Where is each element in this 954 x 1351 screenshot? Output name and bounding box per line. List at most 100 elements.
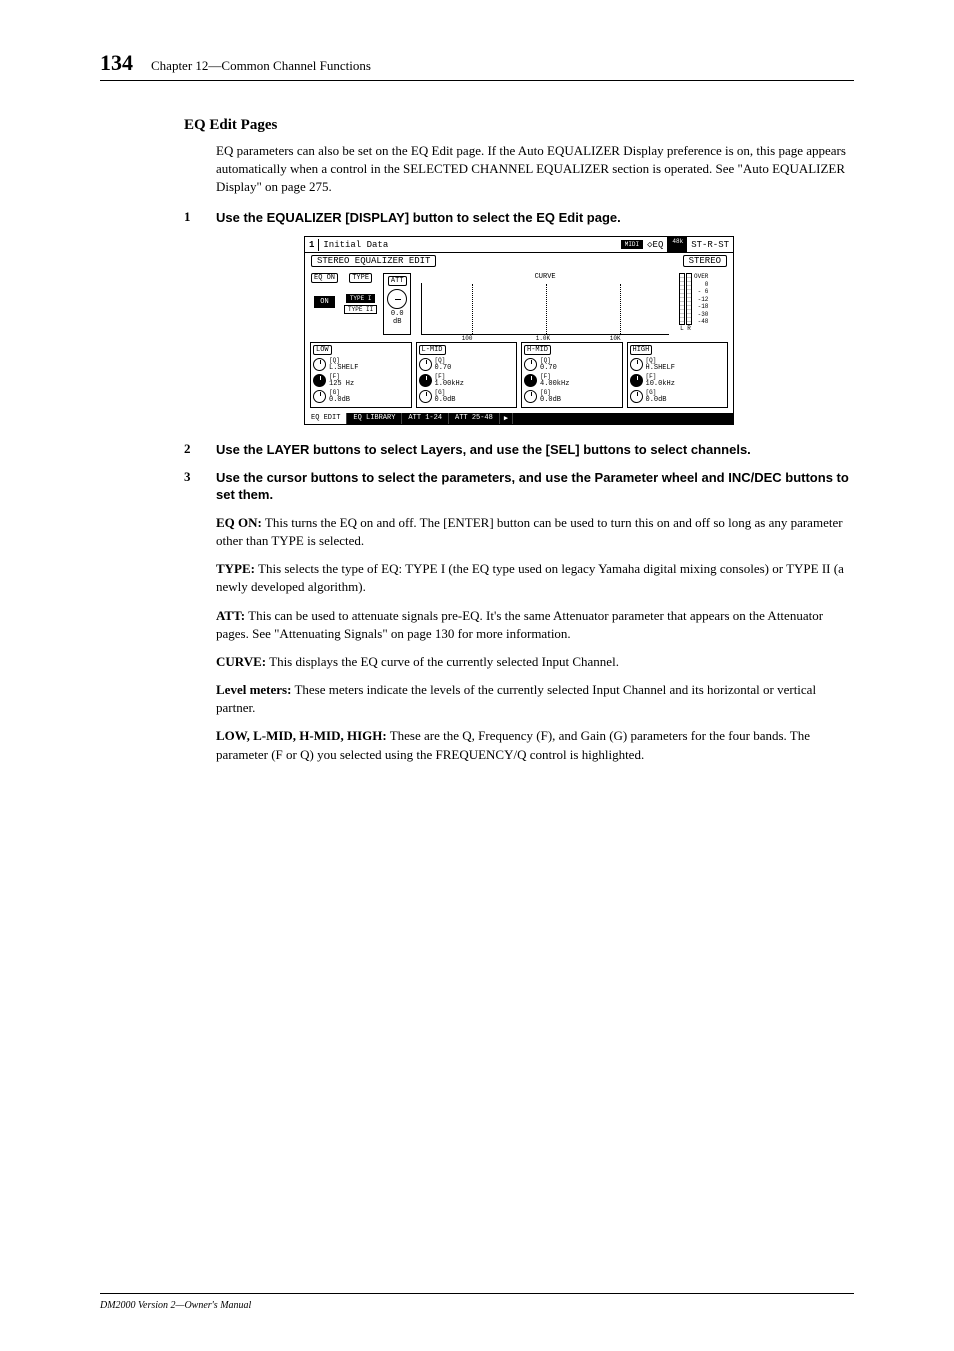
param-eq-on: EQ ON: This turns the EQ on and off. The…	[184, 514, 854, 550]
curve-area: CURVE 100 1.0K 10K	[417, 273, 673, 335]
eq-on-label: EQ ON	[311, 273, 338, 283]
type1-button[interactable]: TYPE I	[346, 294, 376, 303]
f-knob[interactable]	[630, 374, 643, 387]
lcd-main-area: EQ ON ON TYPE TYPE I TYPE II ATT 0.0 dB …	[305, 269, 733, 339]
lcd-tab[interactable]: EQ EDIT	[305, 413, 347, 424]
type-column: TYPE TYPE I TYPE II	[344, 273, 377, 335]
meter-scale: OVER 0 - 6 -12 -18 -30 -48	[694, 273, 708, 335]
lcd-figure: 1 Initial Data MIDI ◇EQ 48k ST-R-ST STER…	[184, 236, 854, 425]
param-curve: CURVE: This displays the EQ curve of the…	[184, 653, 854, 671]
lcd-mode-label: STEREO EQUALIZER EDIT	[311, 255, 436, 267]
param-text: This can be used to attenuate signals pr…	[216, 608, 823, 641]
param-text: This displays the EQ curve of the curren…	[266, 654, 619, 669]
page-header: 134 Chapter 12—Common Channel Functions	[100, 50, 854, 81]
band-title: H-MID	[524, 345, 551, 355]
curve-tick: 10K	[610, 335, 621, 342]
step-row: 1 Use the EQUALIZER [DISPLAY] button to …	[184, 209, 854, 227]
meter-label: -48	[694, 318, 708, 326]
curve-tick: 1.0K	[536, 335, 550, 342]
lcd-tab[interactable]: ATT 25-48	[449, 413, 500, 424]
chapter-title: Chapter 12—Common Channel Functions	[151, 58, 371, 74]
meter-area: L R OVER 0 - 6 -12 -18 -30 -48	[679, 273, 727, 335]
step-text: Use the cursor buttons to select the par…	[216, 469, 854, 504]
g-knob[interactable]	[313, 390, 326, 403]
param-label: Level meters:	[216, 682, 291, 697]
samplerate-icon: 48k	[667, 237, 687, 252]
band-low: LOW [Q]L.SHELF [F]125 Hz [G]0.0dB	[310, 342, 412, 408]
g-knob[interactable]	[524, 390, 537, 403]
band-title: L-MID	[419, 345, 446, 355]
band-title: LOW	[313, 345, 332, 355]
param-label: CURVE:	[216, 654, 266, 669]
f-knob[interactable]	[524, 374, 537, 387]
type-label: TYPE	[349, 273, 372, 283]
curve-tick: 100	[462, 335, 473, 342]
param-bands: LOW, L-MID, H-MID, HIGH: These are the Q…	[184, 727, 854, 763]
q-knob[interactable]	[313, 358, 326, 371]
lcd-ch-num: 1	[305, 239, 319, 251]
att-label: ATT	[388, 276, 407, 286]
step-number: 1	[184, 209, 216, 227]
param-text: This selects the type of EQ: TYPE I (the…	[216, 561, 844, 594]
param-label: ATT:	[216, 608, 245, 623]
att-unit: dB	[393, 318, 401, 326]
att-value: 0.0	[391, 310, 404, 318]
lcd-ch-label: STEREO	[683, 255, 727, 267]
lcd-titlebar: 1 Initial Data MIDI ◇EQ 48k ST-R-ST	[305, 237, 733, 253]
param-level-meters: Level meters: These meters indicate the …	[184, 681, 854, 717]
band-title: HIGH	[630, 345, 653, 355]
step-row: 2 Use the LAYER buttons to select Layers…	[184, 441, 854, 459]
param-label: LOW, L-MID, H-MID, HIGH:	[216, 728, 387, 743]
att-knob[interactable]	[387, 289, 407, 309]
meter-label: -12	[694, 296, 708, 304]
lcd-subtitle: STEREO EQUALIZER EDIT STEREO	[305, 253, 733, 269]
lcd-page-name: ◇EQ	[643, 239, 667, 251]
q-knob[interactable]	[419, 358, 432, 371]
step-text: Use the LAYER buttons to select Layers, …	[216, 441, 751, 459]
param-text: These meters indicate the levels of the …	[216, 682, 816, 715]
lcd-scene-name: Initial Data	[319, 239, 620, 251]
band-high: HIGH [Q]H.SHELF [F]10.0kHz [G]0.0dB	[627, 342, 729, 408]
f-knob[interactable]	[313, 374, 326, 387]
lcd-tabs: EQ EDIT EQ LIBRARY ATT 1-24 ATT 25-48 ▶	[305, 413, 733, 424]
q-knob[interactable]	[630, 358, 643, 371]
step-number: 2	[184, 441, 216, 459]
meter-label: - 6	[694, 288, 708, 296]
meter-bar-l	[679, 273, 685, 325]
lcd-tab[interactable]: EQ LIBRARY	[347, 413, 402, 424]
type2-button[interactable]: TYPE II	[344, 305, 377, 314]
f-knob[interactable]	[419, 374, 432, 387]
curve-label: CURVE	[417, 273, 673, 281]
g-knob[interactable]	[419, 390, 432, 403]
page-number: 134	[100, 50, 133, 76]
q-knob[interactable]	[524, 358, 537, 371]
eq-on-column: EQ ON ON	[311, 273, 338, 335]
meter-label: -30	[694, 311, 708, 319]
eq-on-button[interactable]: ON	[314, 296, 334, 308]
section-title: EQ Edit Pages	[184, 117, 854, 134]
meter-lr-label: L R	[680, 325, 691, 332]
param-att: ATT: This can be used to attenuate signa…	[184, 607, 854, 643]
curve-graph: 100 1.0K 10K	[421, 283, 669, 335]
meter-label: 0	[694, 281, 708, 289]
page-footer: DM2000 Version 2—Owner's Manual	[100, 1293, 854, 1311]
midi-icon: MIDI	[621, 240, 643, 249]
step-text: Use the EQUALIZER [DISPLAY] button to se…	[216, 209, 621, 227]
lcd-channel-name: ST-R-ST	[687, 239, 733, 251]
lcd-screen: 1 Initial Data MIDI ◇EQ 48k ST-R-ST STER…	[304, 236, 734, 425]
param-text: This turns the EQ on and off. The [ENTER…	[216, 515, 843, 548]
meter-label: -18	[694, 303, 708, 311]
param-label: TYPE:	[216, 561, 255, 576]
main-content: EQ Edit Pages EQ parameters can also be …	[100, 117, 854, 764]
g-knob[interactable]	[630, 390, 643, 403]
band-hmid: H-MID [Q]0.70 [F]4.00kHz [G]0.0dB	[521, 342, 623, 408]
att-column: ATT 0.0 dB	[383, 273, 411, 335]
lcd-tab[interactable]: ATT 1-24	[402, 413, 449, 424]
lcd-bands: LOW [Q]L.SHELF [F]125 Hz [G]0.0dB L-MID …	[305, 339, 733, 413]
band-lmid: L-MID [Q]0.70 [F]1.00kHz [G]0.0dB	[416, 342, 518, 408]
intro-paragraph: EQ parameters can also be set on the EQ …	[184, 142, 854, 197]
meter-bar-r	[686, 273, 692, 325]
tab-scroll-right-icon[interactable]: ▶	[500, 413, 513, 424]
param-type: TYPE: This selects the type of EQ: TYPE …	[184, 560, 854, 596]
param-label: EQ ON:	[216, 515, 262, 530]
